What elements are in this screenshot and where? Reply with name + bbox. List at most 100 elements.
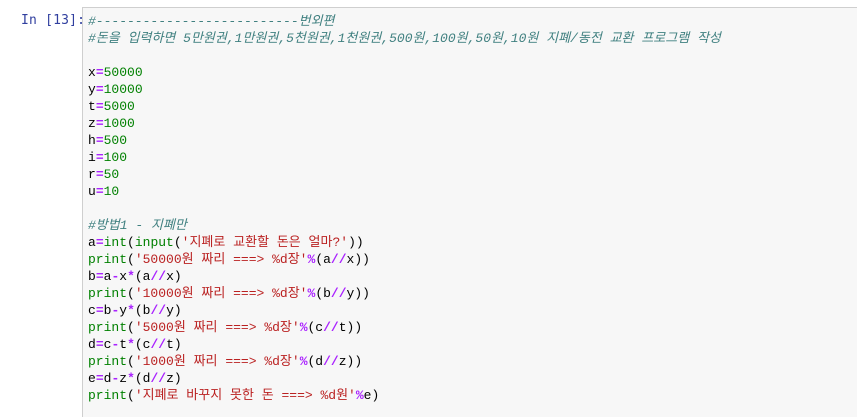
code-token: print	[88, 320, 128, 335]
code-token: (c	[307, 320, 324, 335]
code-token: =	[95, 303, 104, 318]
code-token: d	[103, 371, 112, 386]
code-line: r=50	[88, 166, 721, 183]
code-token: (	[127, 235, 135, 250]
code-token: =	[95, 235, 104, 250]
code-token: t))	[338, 320, 363, 335]
code-token: =	[95, 82, 104, 97]
code-token: i	[88, 150, 96, 165]
code-line: d=c-t*(c//t)	[88, 336, 721, 353]
code-token: %	[307, 252, 316, 267]
code-token: //	[150, 337, 167, 352]
code-token: x)	[166, 269, 182, 284]
code-token: 10	[103, 184, 120, 199]
code-token: h	[88, 133, 96, 148]
code-token: t	[88, 99, 96, 114]
code-token: =	[95, 150, 104, 165]
code-token: (c	[134, 337, 151, 352]
code-token: y	[119, 303, 128, 318]
code-token: -	[111, 371, 120, 386]
code-line: print('10000원 짜리 ===> %d장'%(b//y))	[88, 285, 721, 302]
code-token: =	[95, 99, 104, 114]
code-token: d	[88, 337, 96, 352]
code-editor[interactable]: #--------------------------번외편 #돈을 입력하면 5…	[88, 13, 721, 404]
cell-prompt: In [13]:	[21, 13, 86, 28]
code-token: print	[88, 286, 128, 301]
code-line: i=100	[88, 149, 721, 166]
code-token: x	[88, 65, 96, 80]
code-token: =	[95, 371, 104, 386]
code-token: z)	[166, 371, 182, 386]
code-token: print	[88, 388, 128, 403]
code-token: 50	[103, 167, 120, 182]
code-token: //	[150, 269, 167, 284]
code-token: z	[88, 116, 96, 131]
code-token: b	[88, 269, 96, 284]
code-token: x	[119, 269, 128, 284]
code-token: z))	[338, 354, 363, 369]
code-line: z=1000	[88, 115, 721, 132]
code-token: 500	[103, 133, 128, 148]
code-token: #돈을 입력하면 5만원권,1만원권,5천원권,1천원권,500원,100원,5…	[88, 31, 721, 46]
code-line	[88, 47, 721, 64]
code-line: u=10	[88, 183, 721, 200]
code-token: //	[323, 320, 339, 335]
code-token: -	[111, 303, 120, 318]
code-token: %	[299, 354, 308, 369]
code-token: (	[173, 235, 182, 250]
code-token: (	[127, 354, 135, 369]
code-token: e	[88, 371, 96, 386]
code-token: y)	[166, 303, 182, 318]
code-line: #돈을 입력하면 5만원권,1만원권,5천원권,1천원권,500원,100원,5…	[88, 30, 721, 47]
code-token: '지폐로 바꾸지 못한 돈 ===> %d원'	[134, 388, 356, 403]
code-line: print('지폐로 바꾸지 못한 돈 ===> %d원'%e)	[88, 387, 721, 404]
code-token: '10000원 짜리 ===> %d장'	[134, 286, 308, 301]
code-token: print	[88, 252, 128, 267]
code-token: 10000	[103, 82, 143, 97]
code-token: %	[307, 286, 316, 301]
code-token: print	[88, 354, 128, 369]
code-line	[88, 200, 721, 217]
code-token: 5000	[103, 99, 135, 114]
code-line: h=500	[88, 132, 721, 149]
code-line: #방법1 - 지폐만	[88, 217, 721, 234]
code-token: -	[111, 337, 120, 352]
code-token: %	[299, 320, 308, 335]
code-token: c	[103, 337, 112, 352]
code-token: *	[127, 303, 135, 318]
code-token: (d	[134, 371, 151, 386]
code-line: b=a-x*(a//x)	[88, 268, 721, 285]
code-token: *	[127, 269, 135, 284]
code-token: (b	[315, 286, 331, 301]
code-line: c=b-y*(b//y)	[88, 302, 721, 319]
code-token: '5000원 짜리 ===> %d장'	[134, 320, 300, 335]
code-line: y=10000	[88, 81, 721, 98]
code-line: a=int(input('지폐로 교환할 돈은 얼마?'))	[88, 234, 721, 251]
code-token: b	[103, 303, 112, 318]
code-token: e)	[363, 388, 380, 403]
code-token: %	[355, 388, 364, 403]
code-token: a	[88, 235, 96, 250]
code-line: print('1000원 짜리 ===> %d장'%(d//z))	[88, 353, 721, 370]
code-token: #방법1 - 지폐만	[88, 218, 187, 233]
code-cell[interactable]: #--------------------------번외편 #돈을 입력하면 5…	[82, 7, 857, 417]
code-token: '1000원 짜리 ===> %d장'	[134, 354, 300, 369]
code-token: =	[95, 133, 104, 148]
code-token: =	[95, 184, 104, 199]
code-token: //	[330, 286, 347, 301]
code-line: print('5000원 짜리 ===> %d장'%(c//t))	[88, 319, 721, 336]
code-token: (	[127, 320, 135, 335]
code-token: (b	[134, 303, 151, 318]
code-token: int	[103, 235, 128, 250]
code-token: '지폐로 교환할 돈은 얼마?'	[181, 235, 349, 250]
code-token: =	[95, 65, 104, 80]
code-token: u	[88, 184, 96, 199]
code-token: a	[103, 269, 112, 284]
code-line: x=50000	[88, 64, 721, 81]
code-token: input	[134, 235, 174, 250]
code-token: //	[150, 371, 167, 386]
code-token: z	[119, 371, 128, 386]
code-token: 100	[103, 150, 128, 165]
code-token: t)	[166, 337, 182, 352]
code-token: *	[127, 371, 135, 386]
